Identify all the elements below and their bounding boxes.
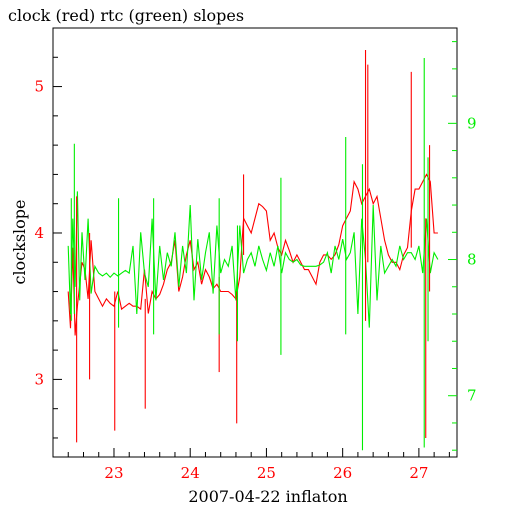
left-y-tick-label: 5 (34, 78, 44, 96)
chart-title: clock (red) rtc (green) slopes (8, 6, 244, 25)
right-y-tick-label: 8 (467, 251, 477, 269)
clock-series-line (67, 173, 438, 336)
x-tick-label: 27 (409, 464, 428, 482)
right-y-tick-label: 9 (467, 114, 477, 132)
rtc-series-line (67, 191, 439, 328)
x-axis-label: 2007-04-22 inflaton (188, 487, 347, 506)
plot-frame (52, 27, 458, 458)
right-y-tick-label: 7 (467, 387, 477, 405)
x-tick-label: 23 (104, 464, 123, 482)
series-layer (67, 49, 439, 451)
y-axis-label: clockslope (10, 199, 29, 284)
x-tick-label: 24 (181, 464, 200, 482)
x-tick-label: 25 (257, 464, 276, 482)
x-tick-label: 26 (333, 464, 352, 482)
left-y-tick-label: 4 (34, 224, 44, 242)
left-y-tick-label: 3 (34, 370, 44, 388)
axes-layer: 23 24 25 26 27 3 4 5 7 8 9 (34, 41, 477, 482)
